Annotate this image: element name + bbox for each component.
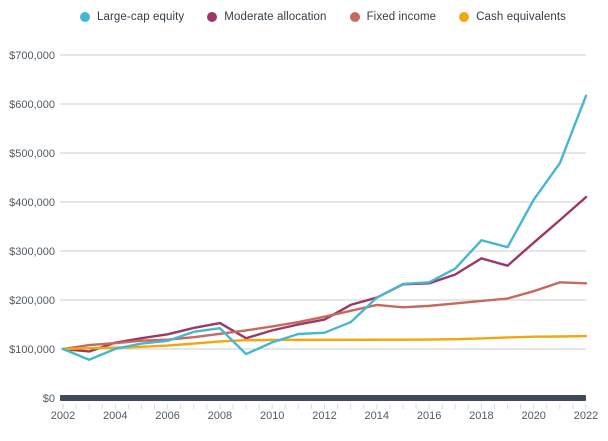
- x-axis-label: 2016: [417, 410, 441, 422]
- line-fixed-income: [61, 281, 588, 351]
- x-axis-label: 2020: [521, 410, 545, 422]
- line-large-cap-equity: [61, 94, 588, 361]
- y-axis-label: $300,000: [9, 246, 55, 258]
- y-axis-label: $400,000: [9, 197, 55, 209]
- line-cash-equivalents: [61, 334, 588, 351]
- legend-item-moderate-allocation: Moderate allocation: [207, 11, 326, 23]
- x-axis-label: 2012: [312, 410, 336, 422]
- legend-item-large-cap-equity: Large-cap equity: [80, 11, 184, 23]
- legend-dot-icon: [459, 12, 470, 22]
- x-axis-label: 2010: [260, 410, 284, 422]
- legend-label: Moderate allocation: [224, 11, 327, 23]
- legend-dot-icon: [207, 12, 218, 22]
- x-axis-label: 2014: [365, 410, 389, 422]
- x-axis-label: 2002: [51, 410, 75, 422]
- y-axis-label: $200,000: [9, 295, 55, 307]
- legend-label: Large-cap equity: [97, 11, 185, 23]
- legend-dot-icon: [80, 12, 90, 22]
- y-axis-label: $600,000: [9, 99, 55, 111]
- legend-label: Fixed income: [366, 11, 437, 23]
- legend-item-cash-equivalents: Cash equivalents: [459, 11, 566, 23]
- legend-dot-icon: [349, 12, 360, 22]
- x-axis-label: 2006: [155, 410, 179, 422]
- legend-label: Cash equivalents: [476, 11, 566, 23]
- y-axis-label: $0: [43, 393, 55, 405]
- x-axis-label: 2008: [208, 410, 232, 422]
- line-moderate-allocation: [61, 195, 588, 353]
- y-axis-label: $100,000: [9, 344, 55, 356]
- legend-item-fixed-income: Fixed income: [349, 11, 437, 23]
- chart-legend: Large-cap equity Moderate allocation Fixed…: [60, 7, 586, 27]
- y-axis-label: $500,000: [9, 148, 55, 160]
- y-axis-label: $700,000: [9, 50, 55, 62]
- x-axis-bar: [60, 395, 586, 401]
- x-axis-label: 2022: [574, 410, 598, 422]
- x-axis-label: 2018: [469, 410, 493, 422]
- x-axis-label: 2004: [103, 410, 127, 422]
